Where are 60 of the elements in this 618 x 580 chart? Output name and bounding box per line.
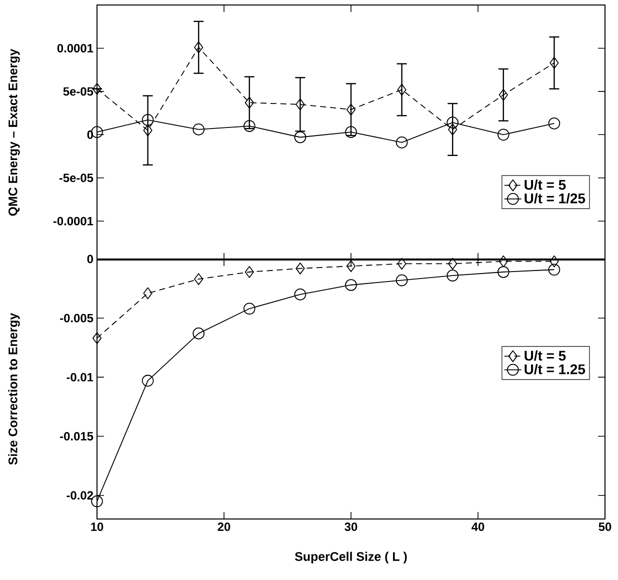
- point: [143, 287, 152, 300]
- y-axis-title: QMC Energy – Exact Energy: [8, 48, 20, 216]
- point: [550, 56, 559, 69]
- point: [548, 264, 560, 276]
- point: [346, 260, 356, 272]
- point: [446, 270, 459, 282]
- point: [397, 84, 406, 96]
- point: [192, 328, 205, 340]
- point: [497, 128, 510, 141]
- y-tick-label: -0.015: [60, 432, 94, 440]
- point: [294, 288, 306, 300]
- x-tick-label: 20: [218, 522, 230, 531]
- point: [498, 88, 508, 101]
- point: [448, 258, 458, 270]
- point: [91, 495, 103, 508]
- y-tick-label: 0.0001: [57, 44, 94, 52]
- y-tick-label: -0.005: [60, 314, 94, 322]
- x-axis-title: SuperCell Size ( L ): [294, 552, 407, 564]
- x-tick-label: 50: [598, 522, 612, 531]
- point: [194, 273, 204, 286]
- point: [244, 96, 254, 109]
- point: [345, 126, 357, 138]
- point: [550, 255, 559, 268]
- y-tick-label: -5e-05: [59, 174, 94, 182]
- y-tick-label: -0.02: [66, 491, 93, 500]
- point: [142, 374, 154, 387]
- x-tick-label: 40: [472, 522, 484, 531]
- y-tick-label: 5e-05: [63, 87, 94, 96]
- y-tick-label: -0.01: [66, 372, 94, 382]
- point: [142, 114, 154, 126]
- y-tick-label: 0: [87, 254, 93, 264]
- point: [294, 131, 306, 144]
- legend-label: U/t = 1.25: [524, 364, 586, 374]
- point: [143, 124, 152, 136]
- legend-label: U/t = 1/25: [524, 193, 586, 204]
- y-tick-label: -0.0001: [53, 216, 94, 226]
- point: [548, 117, 560, 130]
- x-tick-label: 30: [344, 522, 358, 532]
- x-tick-label: 10: [91, 522, 104, 531]
- legend-label: U/t = 5: [524, 350, 566, 361]
- point: [192, 124, 205, 136]
- point: [296, 98, 305, 110]
- point: [497, 266, 510, 278]
- point: [346, 104, 356, 116]
- point: [243, 302, 256, 315]
- point: [296, 262, 305, 274]
- point: [194, 41, 204, 54]
- point: [92, 82, 102, 95]
- point: [446, 116, 459, 128]
- point: [244, 266, 254, 278]
- point: [397, 258, 406, 270]
- point: [498, 255, 508, 268]
- y-axis-title: Size Correction to Energy: [8, 312, 20, 465]
- point: [92, 332, 102, 344]
- point: [243, 120, 256, 132]
- legend-label: U/t = 5: [524, 180, 566, 190]
- point: [396, 274, 408, 286]
- point: [396, 136, 408, 148]
- point: [448, 124, 458, 136]
- point: [345, 279, 357, 291]
